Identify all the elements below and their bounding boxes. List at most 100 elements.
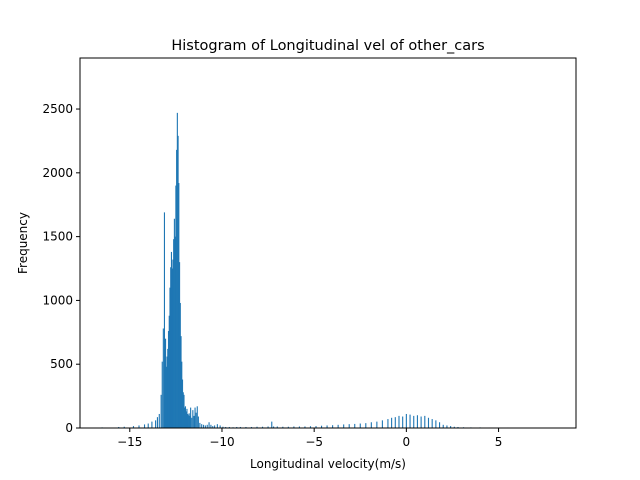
histogram-bar (416, 415, 418, 428)
histogram-bar (158, 413, 160, 428)
histogram-bar (457, 426, 459, 428)
histogram-bar (165, 366, 167, 428)
y-axis-label: Frequency (16, 212, 30, 274)
histogram-bar (199, 422, 201, 428)
histogram-bar (282, 426, 284, 428)
histogram-bar (161, 361, 163, 428)
histogram-bar (446, 425, 448, 428)
histogram-bar (293, 426, 295, 428)
histogram-bar (195, 412, 197, 428)
histogram-bar (169, 287, 171, 428)
histogram-bar (402, 416, 404, 428)
histogram-bar (431, 419, 433, 428)
histogram-bar (359, 423, 361, 428)
histogram-bar (413, 415, 415, 428)
histogram-bar (450, 426, 452, 428)
histogram-bar (163, 212, 166, 428)
histogram-bar (376, 421, 378, 428)
histogram-bar (214, 425, 216, 428)
histogram-bar (175, 185, 177, 428)
histogram-bar (192, 410, 194, 428)
histogram-bar (343, 424, 345, 428)
histogram-bar (177, 135, 179, 429)
histogram-bar (365, 423, 367, 428)
histogram-bar (165, 338, 167, 428)
y-tick-label: 1000 (42, 293, 73, 307)
y-tick-label: 2500 (42, 102, 73, 116)
histogram-bar (193, 415, 195, 428)
histogram-bar (176, 112, 178, 429)
y-tick-label: 0 (65, 421, 73, 435)
histogram-bar (208, 422, 210, 428)
x-tick-label: 5 (495, 435, 503, 449)
histogram-bar (216, 424, 218, 428)
histogram-bar (250, 426, 253, 428)
histogram-bar (326, 425, 328, 428)
histogram-bar (309, 426, 312, 428)
x-tick-label: −10 (209, 435, 234, 449)
histogram-bars (101, 112, 548, 429)
x-tick-label: −15 (117, 435, 142, 449)
plot-frame (79, 57, 577, 429)
histogram-bar (405, 413, 407, 428)
histogram-bar (168, 315, 170, 428)
histogram-bar (185, 411, 187, 428)
histogram-bar (427, 417, 430, 428)
histogram-bar (194, 407, 196, 428)
histogram-bar (398, 415, 400, 428)
histogram-bar (173, 239, 175, 428)
histogram-bar (170, 267, 172, 428)
histogram-bar (453, 426, 455, 428)
histogram-bar (201, 424, 203, 428)
histogram-bar (354, 423, 356, 428)
histogram-bar (387, 419, 389, 428)
histogram-bar (172, 259, 174, 428)
histogram-bar (236, 426, 238, 428)
histogram-bar (391, 417, 393, 428)
histogram-bar (197, 416, 199, 428)
histogram-bar (143, 424, 146, 428)
histogram-bar (439, 422, 441, 428)
histogram-bar (273, 426, 275, 428)
histogram-bar (256, 426, 258, 428)
histogram-bar (151, 421, 153, 428)
x-axis-ticks: −15 −10 −5 0 5 (117, 428, 502, 449)
chart-title: Histogram of Longitudinal vel of other_c… (171, 38, 484, 54)
histogram-bar (118, 426, 120, 428)
histogram-bar (409, 414, 411, 428)
histogram-bar (188, 413, 190, 428)
histogram-bar (222, 426, 224, 428)
histogram-bar (202, 424, 205, 428)
histogram-bar (204, 425, 206, 428)
histogram-bar (348, 424, 350, 428)
histogram-bar (178, 183, 180, 428)
x-tick-label: −5 (305, 435, 323, 449)
histogram-bar (298, 426, 300, 428)
x-tick-label: 0 (403, 435, 411, 449)
histogram-bar (196, 406, 198, 428)
histogram-bar (261, 426, 264, 428)
histogram-bar (191, 417, 193, 428)
y-tick-label: 1500 (42, 230, 73, 244)
histogram-bar (424, 415, 426, 428)
histogram-bar (394, 417, 396, 428)
histogram-bar (132, 426, 135, 428)
histogram-bar (180, 336, 182, 428)
histogram-bar (138, 425, 140, 428)
y-tick-label: 2000 (42, 166, 73, 180)
histogram-bar (182, 392, 184, 428)
histogram-bar (420, 416, 422, 428)
histogram-bar (176, 149, 178, 429)
histogram-bar (304, 426, 306, 428)
histogram-bar (190, 407, 192, 428)
histogram-bar (183, 394, 185, 428)
histogram-bar (228, 426, 230, 428)
histogram-bar (187, 415, 189, 428)
histogram-bar (337, 424, 339, 428)
histogram-bar (184, 407, 186, 428)
x-axis-label: Longitudinal velocity(m/s) (250, 457, 406, 471)
histogram-bar (166, 356, 168, 428)
histogram-bar (370, 422, 372, 428)
histogram-bar (435, 420, 437, 428)
